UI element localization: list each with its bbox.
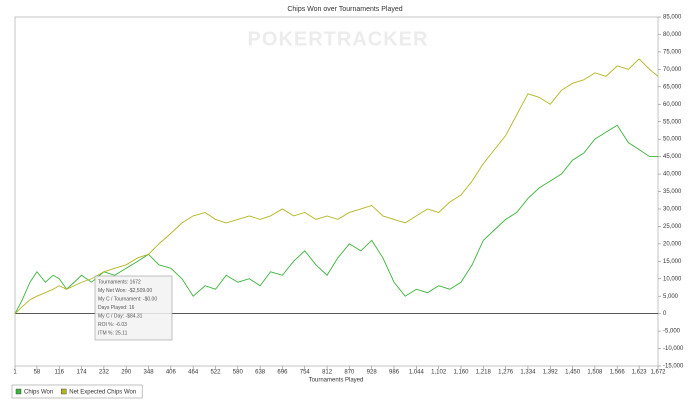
x-tick-label: 1 bbox=[13, 370, 17, 376]
x-tick-label: 1,102 bbox=[431, 370, 447, 376]
y-tick-label: -15,000 bbox=[663, 364, 684, 370]
x-tick-label: 1,392 bbox=[543, 370, 559, 376]
x-tick-label: 870 bbox=[344, 370, 355, 376]
x-tick-label: 1,334 bbox=[520, 370, 536, 376]
legend-label: Net Expected Chips Won bbox=[69, 389, 136, 395]
y-tick-label: 60,000 bbox=[663, 102, 682, 108]
x-tick-label: 638 bbox=[255, 370, 266, 376]
y-tick-label: 40,000 bbox=[663, 172, 682, 178]
tooltip-line: My C / Tournament: -$0.00 bbox=[98, 296, 157, 302]
y-tick-label: 35,000 bbox=[663, 189, 682, 195]
tooltip-line: My Net Won: -$2,509.00 bbox=[98, 288, 152, 294]
y-tick-label: 80,000 bbox=[663, 32, 682, 38]
x-tick-label: 290 bbox=[121, 370, 132, 376]
y-tick-label: 15,000 bbox=[663, 259, 682, 265]
y-tick-label: 45,000 bbox=[663, 154, 682, 160]
tooltip-line: ROI %: -6.03 bbox=[98, 322, 127, 328]
x-axis-label: Tournaments Played bbox=[309, 378, 364, 384]
x-tick-label: 1,218 bbox=[476, 370, 492, 376]
x-tick-label: 522 bbox=[210, 370, 221, 376]
x-tick-label: 116 bbox=[54, 370, 64, 376]
y-tick-label: -5,000 bbox=[663, 329, 681, 335]
y-tick-label: 5,000 bbox=[663, 294, 679, 300]
x-tick-label: 1,623 bbox=[632, 370, 648, 376]
y-tick-label: 30,000 bbox=[663, 207, 682, 213]
y-tick-label: 70,000 bbox=[663, 67, 682, 73]
tooltip-line: My C / Day: -$84.31 bbox=[98, 313, 143, 319]
tooltip-line: Tournaments: 1672 bbox=[98, 279, 141, 285]
x-tick-label: 406 bbox=[166, 370, 177, 376]
x-tick-label: 1,508 bbox=[587, 370, 603, 376]
y-tick-label: 55,000 bbox=[663, 119, 682, 125]
x-tick-label: 348 bbox=[144, 370, 155, 376]
x-tick-label: 464 bbox=[188, 370, 199, 376]
x-tick-label: 1,672 bbox=[650, 370, 666, 376]
x-tick-label: 754 bbox=[300, 370, 311, 376]
y-tick-label: 0 bbox=[663, 311, 667, 317]
x-tick-label: 986 bbox=[389, 370, 400, 376]
x-tick-label: 580 bbox=[233, 370, 244, 376]
x-tick-label: 928 bbox=[367, 370, 378, 376]
x-tick-label: 58 bbox=[34, 370, 41, 376]
y-tick-label: 75,000 bbox=[663, 49, 682, 55]
x-tick-label: 812 bbox=[322, 370, 333, 376]
legend-label: Chips Won bbox=[24, 389, 53, 395]
legend: Chips Won Net Expected Chips Won bbox=[11, 384, 143, 399]
tooltip-line: Days Played: 16 bbox=[98, 305, 135, 311]
x-tick-label: 696 bbox=[277, 370, 288, 376]
x-tick-label: 1,276 bbox=[498, 370, 514, 376]
y-tick-label: 25,000 bbox=[663, 224, 682, 230]
y-tick-label: -10,000 bbox=[663, 346, 684, 352]
y-tick-label: 85,000 bbox=[663, 15, 682, 21]
watermark: POKERTRACKER bbox=[248, 28, 429, 50]
tooltip-line: ITM %: 25.11 bbox=[98, 330, 128, 336]
y-tick-label: 10,000 bbox=[663, 276, 682, 282]
y-tick-label: 50,000 bbox=[663, 137, 682, 143]
tooltip-box bbox=[94, 275, 173, 341]
x-tick-label: 1,566 bbox=[610, 370, 626, 376]
x-tick-label: 174 bbox=[77, 370, 88, 376]
legend-swatch bbox=[61, 388, 67, 395]
chart-title: Chips Won over Tournaments Played bbox=[287, 6, 402, 13]
x-tick-label: 1,044 bbox=[409, 370, 425, 376]
legend-box bbox=[11, 384, 143, 399]
legend-swatch bbox=[15, 388, 22, 395]
x-tick-label: 1,450 bbox=[565, 370, 581, 376]
y-tick-label: 20,000 bbox=[663, 241, 682, 247]
series-line bbox=[14, 58, 659, 314]
x-tick-label: 232 bbox=[99, 370, 110, 376]
x-tick-label: 1,160 bbox=[453, 370, 469, 376]
y-tick-label: 65,000 bbox=[663, 84, 682, 90]
series-line bbox=[14, 124, 658, 314]
